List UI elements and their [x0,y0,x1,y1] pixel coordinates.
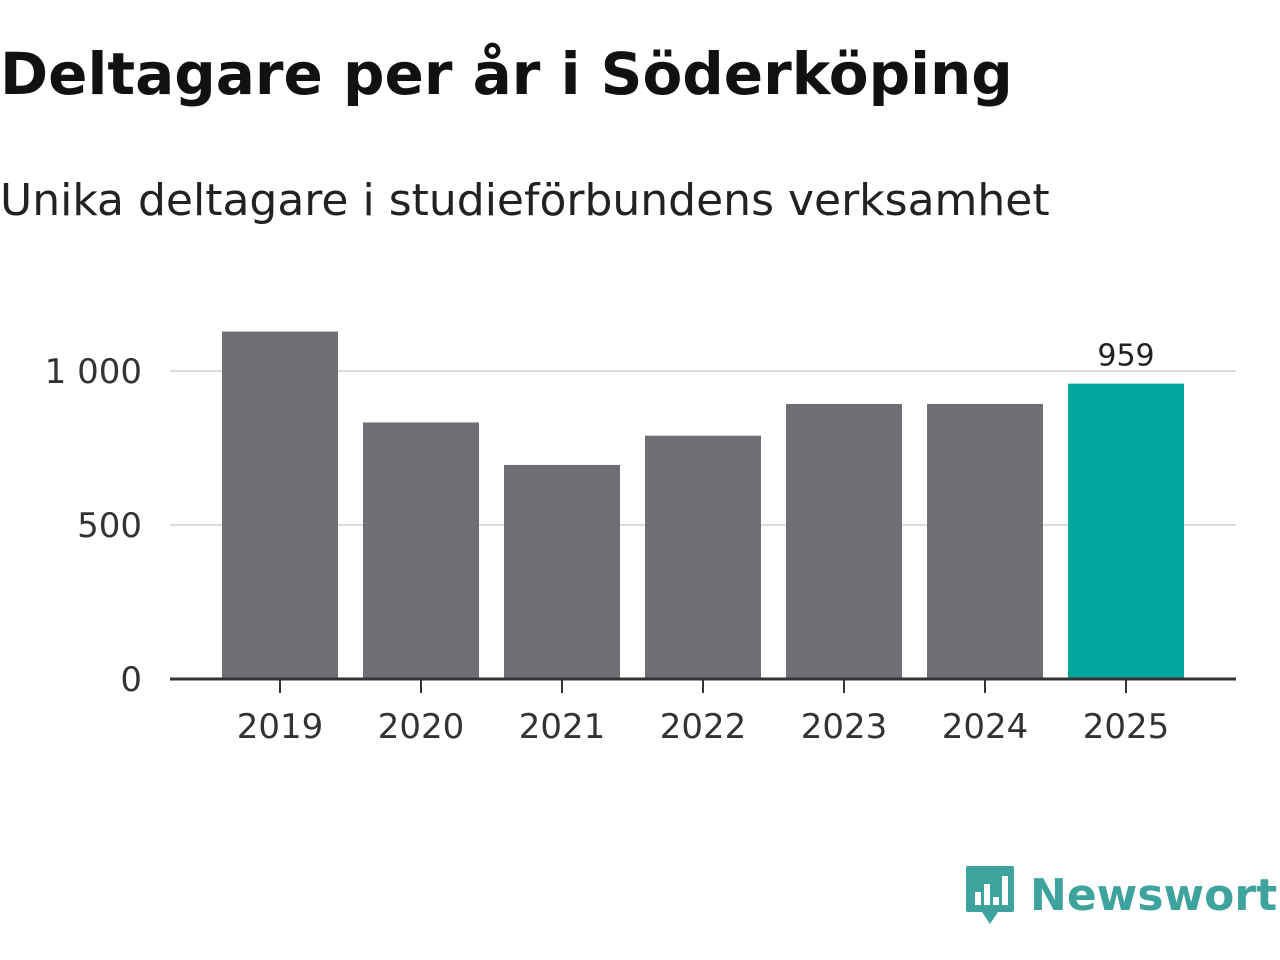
x-tick-label: 2019 [237,707,324,747]
data-label-2025: 959 [1097,339,1154,374]
bar-2019 [222,331,338,679]
brand-name: Newsworthy [1030,869,1280,921]
x-tick-label: 2025 [1083,707,1170,747]
bar-2023 [786,403,902,679]
x-tick-label: 2022 [660,707,747,747]
chart-title: Deltagare per år i Söderköping [0,40,1013,108]
y-tick-label: 500 [77,506,142,546]
bar-chart: 0 500 1 000 2019 2020 2021 2022 2023 2024 2025 959 [45,331,1236,747]
chart-subtitle: Unika deltagare i studieförbundens verks… [0,175,1050,226]
y-tick-label: 0 [120,660,142,700]
x-tick-label: 2021 [519,707,606,747]
bar-2022 [645,435,761,679]
bar-2020 [363,422,479,679]
x-tick-label: 2020 [378,707,465,747]
bar-2024 [927,403,1043,679]
newsworthy-logo-icon [966,866,1014,924]
x-tick-label: 2024 [942,707,1029,747]
newsworthy-logo: Newsworthy [964,864,1280,926]
y-tick-label: 1 000 [45,352,142,392]
bar-2021 [504,464,620,679]
x-tick-label: 2023 [801,707,888,747]
bar-2025 [1068,383,1184,679]
